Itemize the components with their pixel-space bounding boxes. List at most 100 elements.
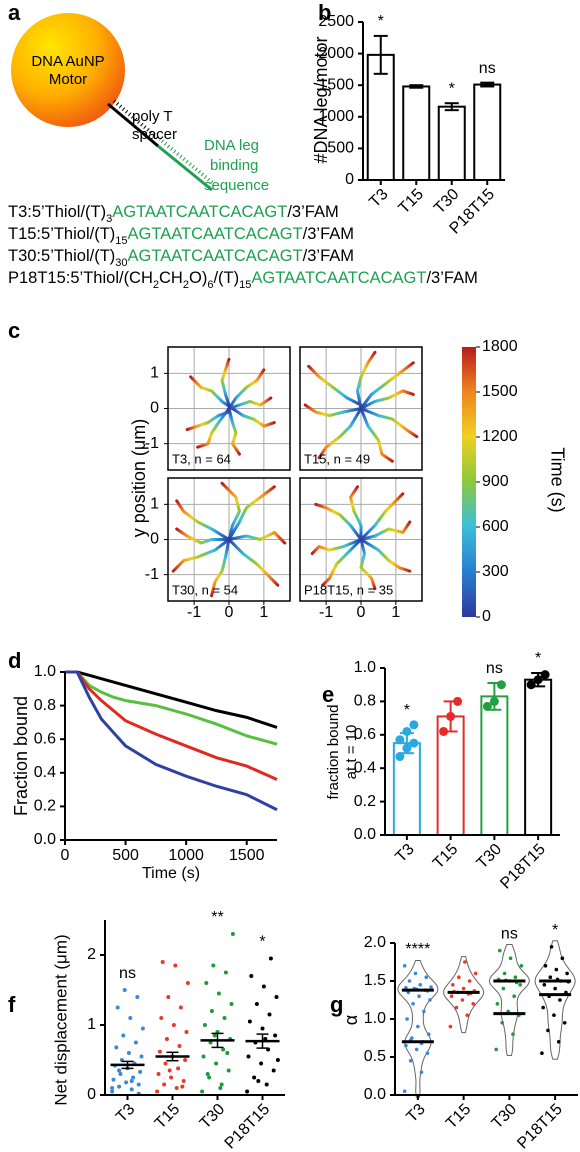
- data-point: [164, 1037, 169, 1041]
- sequence-part: /3’FAM: [287, 203, 338, 221]
- data-point: [495, 1002, 500, 1006]
- data-point: [156, 1072, 161, 1076]
- data-point: [166, 995, 171, 999]
- panel-letter: c: [8, 318, 20, 343]
- data-point: [139, 1054, 144, 1059]
- panel-label: P18T15, n = 35: [304, 582, 393, 597]
- data-point: [216, 991, 221, 996]
- bar: [473, 83, 502, 181]
- data-point: [546, 1028, 550, 1033]
- panel-label: T15, n = 49: [304, 451, 370, 466]
- data-point: [463, 960, 467, 964]
- y-tick-label: 1: [150, 365, 159, 382]
- panel-label: T30, n = 54: [172, 582, 238, 597]
- data-point: [449, 994, 454, 998]
- data-point: [540, 1051, 544, 1055]
- data-point: [128, 1016, 133, 1020]
- y-tick-label: 0.4: [354, 759, 376, 776]
- data-point: [202, 1023, 207, 1027]
- trajectory: [359, 520, 412, 541]
- sequence-part: T3:5’Thiol/(T): [8, 203, 106, 221]
- data-point: [556, 1040, 561, 1044]
- colorbar-tick-label: 1500: [482, 383, 518, 400]
- data-point: [162, 1082, 167, 1087]
- x-tick-label: P18T15: [514, 1101, 566, 1152]
- data-point: [565, 971, 569, 976]
- data-point: [159, 1016, 164, 1020]
- data-point: [448, 1024, 453, 1029]
- data-point: [518, 983, 522, 987]
- data-point: [533, 675, 543, 685]
- y-tick-label: 1.5: [364, 972, 386, 989]
- data-point: [457, 975, 461, 979]
- sequence-part: 30: [115, 257, 127, 269]
- data-point: [136, 1082, 141, 1087]
- y-tick-label: 0: [150, 400, 159, 417]
- data-point: [219, 1082, 224, 1087]
- y-axis-label: α: [341, 1015, 361, 1025]
- motor-label: DNA AuNP: [31, 53, 104, 70]
- data-point: [180, 1084, 185, 1089]
- data-point: [268, 956, 273, 961]
- trajectory: [175, 499, 231, 541]
- data-point: [471, 1002, 476, 1006]
- y-tick-label: 0.2: [34, 798, 56, 815]
- trajectory: [359, 407, 419, 439]
- y-tick-label: 2000: [318, 45, 354, 62]
- sequence-part: 15: [115, 235, 127, 247]
- trajectory: [307, 364, 363, 407]
- sequence-part: /3’FAM: [426, 269, 477, 287]
- data-point: [221, 1047, 226, 1052]
- y-tick-label: 1.0: [34, 663, 56, 680]
- y-axis-label: Fraction bound: [11, 696, 31, 816]
- trajectory: [317, 407, 363, 460]
- data-point: [230, 932, 235, 936]
- bar: [480, 695, 509, 837]
- data-point: [211, 963, 216, 968]
- panel-letter: b: [318, 0, 331, 25]
- data-point: [111, 1077, 116, 1082]
- data-point: [264, 1082, 269, 1087]
- x-tick-label: 0: [61, 847, 70, 864]
- violin: [488, 944, 530, 1056]
- y-axis-label: #DNA leg/motor: [311, 36, 331, 163]
- trajectory: [349, 485, 363, 541]
- data-point: [552, 1013, 556, 1017]
- data-point: [247, 1019, 252, 1024]
- data-point: [446, 711, 456, 721]
- data-point: [249, 974, 254, 978]
- data-point: [553, 986, 557, 991]
- data-point: [543, 964, 548, 968]
- x-tick-label: T15: [430, 841, 462, 873]
- data-point: [267, 1012, 272, 1017]
- trajectory: [321, 538, 363, 587]
- trajectory: [196, 407, 231, 449]
- data-point: [126, 1051, 131, 1055]
- sequence-part: P18T15:5’Thiol/(CH: [8, 269, 153, 287]
- panel-letter: d: [8, 648, 21, 673]
- data-point: [402, 964, 407, 968]
- data-point: [229, 1002, 234, 1006]
- data-point: [395, 752, 405, 762]
- significance: ns: [486, 660, 503, 677]
- colorbar-label: Time (s): [547, 447, 567, 512]
- data-point: [496, 680, 506, 690]
- data-point: [409, 738, 419, 748]
- data-point: [173, 963, 178, 968]
- data-point: [402, 743, 412, 753]
- x-tick-label: T3: [403, 1101, 428, 1126]
- trajectory: [310, 538, 363, 556]
- y-tick-label: 0.0: [34, 831, 56, 848]
- data-point: [461, 986, 466, 991]
- y-tick-label: 0.6: [354, 726, 376, 743]
- data-point: [214, 1061, 219, 1066]
- y-tick-label: 2: [87, 946, 96, 963]
- data-point: [169, 1075, 174, 1080]
- x-tick-label: T15: [152, 1101, 184, 1133]
- significance: *: [404, 702, 410, 719]
- y-tick-label: 0.5: [364, 1048, 386, 1065]
- data-point: [155, 1089, 160, 1094]
- data-point: [201, 1054, 206, 1059]
- data-point: [408, 1059, 413, 1063]
